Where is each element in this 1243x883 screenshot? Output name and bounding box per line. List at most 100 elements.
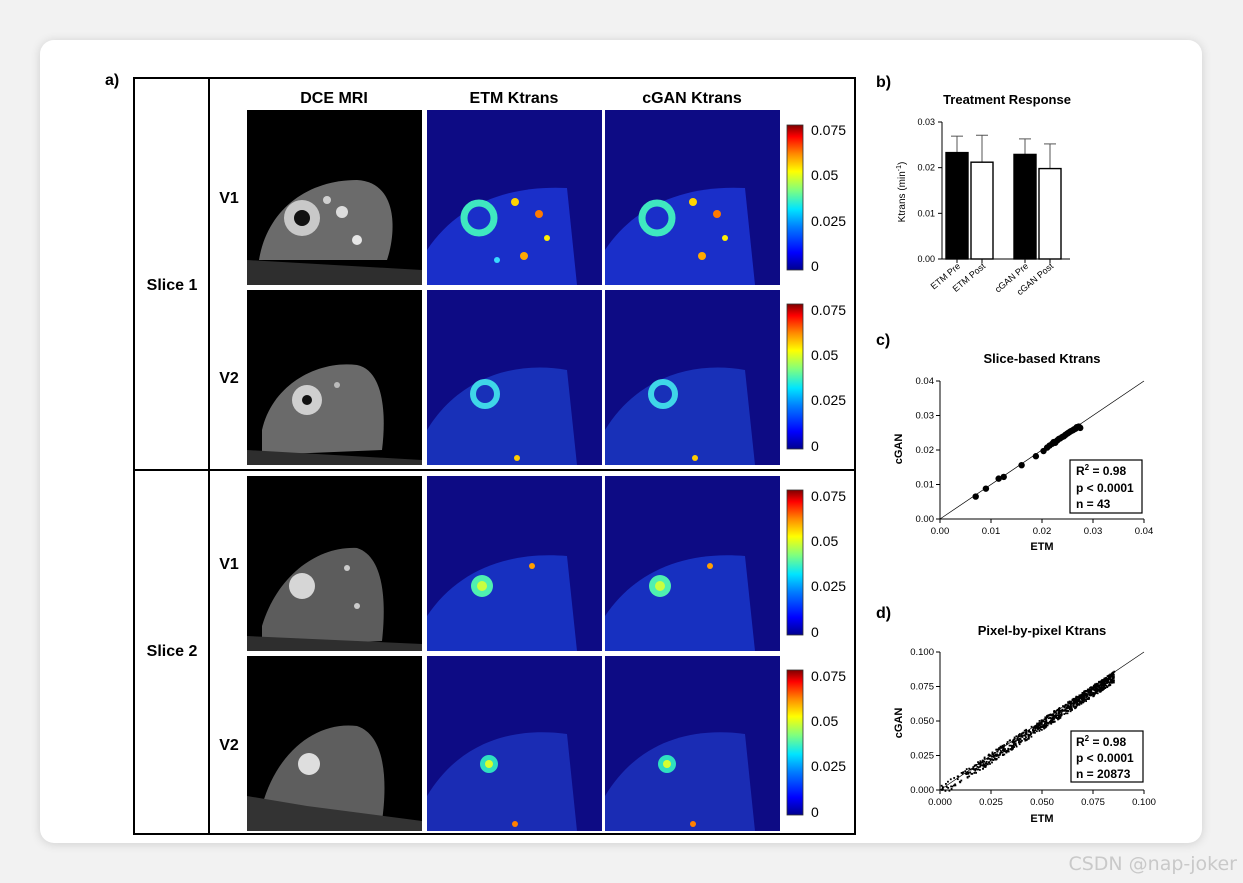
chart-d-point (1041, 723, 1043, 725)
chart-d-point (1058, 712, 1060, 714)
chart-d-point (1000, 751, 1003, 753)
chart-d-point (1092, 684, 1095, 687)
chart-d-point (1105, 684, 1108, 687)
chart-d-point (1070, 707, 1073, 710)
chart-d-ytick-label: 0.050 (910, 716, 934, 727)
etm-ktrans-slice2-v1 (427, 476, 602, 651)
chart-d-point (1007, 750, 1010, 753)
chart-d-point (1028, 734, 1031, 736)
chart-d-ytick-label: 0.025 (910, 751, 934, 762)
colorbar-s2-v1: 0.075 0.05 0.025 0 (786, 488, 846, 640)
chart-d-point (996, 750, 999, 753)
chart-d-point (945, 782, 947, 785)
chart-d-point (1108, 684, 1111, 687)
chart-d-point (1039, 722, 1042, 725)
slice-1-label: Slice 1 (147, 277, 198, 294)
chart-d-point (1030, 732, 1033, 735)
chart-d-point (1083, 691, 1086, 693)
chart-d-point (1052, 715, 1055, 717)
chart-d-point (1043, 718, 1046, 721)
chart-d-point (1038, 726, 1040, 729)
chart-d-point (1087, 698, 1090, 700)
chart-d-point (1095, 692, 1098, 694)
cgan-ktrans-slice1-v1 (605, 110, 780, 285)
mri-slice2-v1 (247, 476, 422, 651)
chart-d-point (1072, 698, 1075, 700)
svg-text:0.05: 0.05 (811, 533, 838, 549)
chart-c-xtick-label: 0.00 (931, 526, 950, 537)
chart-d-point (967, 772, 970, 775)
chart-d-point (994, 753, 997, 756)
chart-d-point (1097, 684, 1099, 687)
chart-d-point (1052, 720, 1055, 723)
svg-text:0: 0 (811, 258, 819, 274)
chart-d-point (1062, 705, 1064, 707)
chart-d-point (1021, 739, 1023, 742)
chart-d-point (979, 762, 982, 765)
chart-d-point (1042, 720, 1045, 723)
chart-d-point (1063, 706, 1066, 709)
chart-d-point (1096, 692, 1099, 695)
svg-text:0.075: 0.075 (811, 668, 846, 684)
chart-d-point (1094, 685, 1097, 688)
chart-d-point (1107, 684, 1110, 687)
chart-d-point (1096, 690, 1099, 693)
chart-d-point (1050, 714, 1053, 717)
chart-d-point (941, 786, 944, 788)
chart-d-point (980, 761, 982, 764)
chart-d-point (1098, 685, 1101, 688)
chart-d-point (1068, 702, 1071, 705)
chart-d-point (972, 766, 975, 768)
chart-d-point (1084, 689, 1087, 692)
chart-d-point (1099, 680, 1102, 683)
chart-d-point (1021, 736, 1024, 738)
chart-d-point (1054, 714, 1057, 717)
chart-c-point (1077, 424, 1084, 432)
chart-d-point (1071, 709, 1073, 711)
chart-d-point (1109, 676, 1112, 679)
chart-d-xtick-label: 0.050 (1030, 797, 1054, 808)
svg-text:p < 0.0001: p < 0.0001 (1076, 751, 1134, 765)
chart-d-point (1065, 707, 1068, 710)
chart-d-point (999, 745, 1002, 748)
chart-b-ytick-label: 0.00 (917, 254, 935, 264)
chart-d-point (964, 772, 967, 775)
slice-2-label: Slice 2 (147, 643, 198, 660)
chart-d-point (1043, 727, 1045, 730)
chart-d-point (1023, 734, 1026, 737)
chart-d-point (1100, 682, 1103, 685)
chart-d-point (983, 757, 986, 760)
svg-text:n = 43: n = 43 (1076, 497, 1111, 511)
chart-d-point (1051, 716, 1054, 719)
chart-d-point (1112, 671, 1114, 674)
chart-d-title: Pixel-by-pixel Ktrans (978, 623, 1107, 638)
visit-label-s2-v1: V1 (219, 556, 239, 573)
chart-b-bar (970, 161, 994, 260)
chart-d-point (940, 784, 943, 787)
chart-d-point (1083, 692, 1086, 695)
chart-d-point (982, 764, 985, 767)
chart-d-point (977, 763, 980, 765)
chart-d-point (1002, 749, 1005, 751)
chart-d-point (1107, 674, 1110, 677)
chart-d-point (1075, 706, 1077, 709)
chart-d-point (1075, 703, 1078, 706)
chart-d-point (1108, 683, 1111, 686)
chart-c-point (972, 493, 979, 500)
chart-d-point (1069, 706, 1072, 709)
chart-d-point (1083, 698, 1086, 701)
chart-d-point (981, 759, 984, 762)
chart-d-point (967, 771, 969, 774)
chart-d-point (1013, 743, 1015, 745)
chart-d-point (1099, 683, 1102, 686)
chart-d-point (1032, 731, 1035, 734)
visit-label-s2-v2: V2 (219, 737, 239, 754)
chart-d-point (979, 765, 982, 768)
chart-d-point (1018, 741, 1020, 744)
chart-d-point (992, 756, 995, 758)
svg-text:0.025: 0.025 (811, 758, 846, 774)
chart-d-point (1067, 701, 1069, 704)
chart-d-point (1109, 681, 1112, 684)
chart-d-point (1015, 745, 1018, 748)
chart-d-ylabel: cGAN (893, 708, 905, 739)
